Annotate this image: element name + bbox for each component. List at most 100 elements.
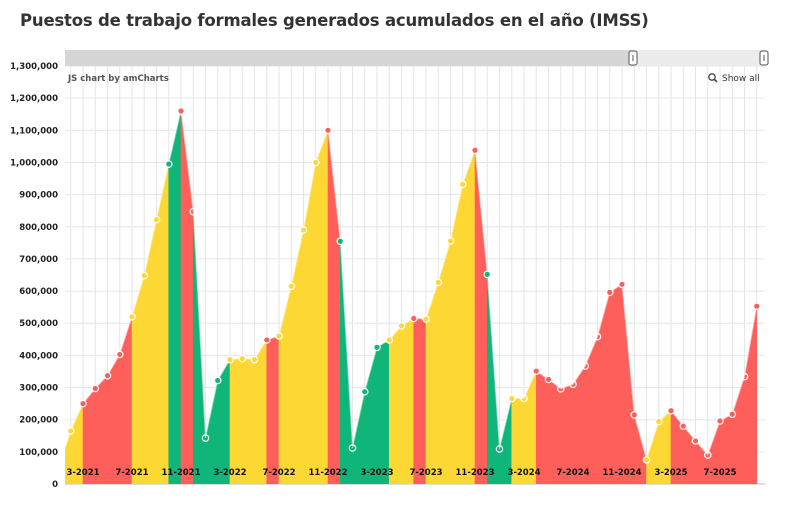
data-point[interactable] [103,371,112,380]
amcharts-credit[interactable]: JS chart by amCharts [67,74,169,84]
data-point[interactable] [630,411,639,419]
data-point[interactable] [434,278,443,287]
x-tick-label: 3-2025 [654,468,687,478]
x-axis: 3-2021 7-2021 11-2021 3-2022 7-2022 11-2022 3-… [66,468,736,478]
data-point[interactable] [177,107,185,115]
data-point[interactable] [642,456,651,464]
y-tick-label: 100,000 [19,448,58,458]
y-axis: 0 100,000 200,000 300,000 400,000 500,000 600,… [10,62,58,490]
area-segment [462,150,476,484]
x-tick-label: 11-2023 [455,468,494,478]
data-point[interactable] [740,372,749,381]
data-point[interactable] [250,355,259,364]
scrollbar-grip-right[interactable] [759,50,769,66]
data-point[interactable] [654,417,663,426]
area-segment [376,339,390,484]
area-segment [241,358,255,484]
x-tick-label: 7-2024 [556,468,589,478]
data-point[interactable] [446,237,455,245]
area-segment [584,336,598,484]
x-tick-label: 11-2024 [602,468,641,478]
data-point[interactable] [716,417,724,425]
area-segment [278,286,292,484]
data-point[interactable] [238,354,247,363]
scrollbar[interactable] [65,50,769,66]
x-tick-label: 3-2024 [507,468,540,478]
data-point[interactable] [495,445,504,453]
zoom-magnifier-icon[interactable] [708,73,718,83]
data-point[interactable] [115,350,124,359]
data-point[interactable] [55,465,61,471]
y-tick-label: 600,000 [19,287,58,297]
data-point[interactable] [336,237,345,246]
data-point[interactable] [164,160,173,168]
data-point[interactable] [458,180,467,189]
area-segment [180,110,194,484]
data-point[interactable] [91,384,100,393]
data-point[interactable] [128,312,136,321]
data-point[interactable] [299,226,308,234]
data-point[interactable] [201,434,210,442]
data-point[interactable] [544,375,553,384]
data-point[interactable] [422,315,430,323]
y-tick-label: 400,000 [19,351,58,361]
data-point[interactable] [471,146,479,155]
data-points [55,107,761,471]
data-point[interactable] [140,271,149,280]
data-point[interactable] [556,385,565,393]
x-tick-label: 11-2022 [308,468,347,478]
data-point[interactable] [348,444,357,452]
data-point[interactable] [569,380,577,389]
data-point[interactable] [213,376,222,385]
data-point[interactable] [532,367,541,375]
data-point[interactable] [581,362,590,370]
chart-title: Puestos de trabajo formales generados ac… [20,11,649,30]
data-point[interactable] [728,410,737,419]
data-point[interactable] [226,355,234,364]
data-point[interactable] [507,394,516,403]
area-segment [621,284,635,484]
data-point[interactable] [667,406,675,415]
data-point[interactable] [152,215,161,224]
data-point[interactable] [189,207,198,216]
show-all-label[interactable]: Show all [722,74,760,84]
data-point[interactable] [66,427,75,435]
x-tick-label: 3-2022 [213,468,246,478]
data-point[interactable] [324,126,332,135]
data-point[interactable] [605,288,614,297]
data-point[interactable] [679,422,688,430]
area-segment [290,229,304,484]
data-point[interactable] [275,332,283,340]
area-segment [119,316,133,484]
scrollbar-unselected[interactable] [65,50,633,66]
data-point[interactable] [262,336,271,344]
area-segment [597,292,611,484]
data-point[interactable] [593,332,602,341]
data-point[interactable] [703,451,712,459]
area-segment [131,275,145,484]
area-segment [413,318,427,484]
show-all-button[interactable]: Show all [708,73,760,84]
data-point[interactable] [360,387,369,396]
scrollbar-grip-left[interactable] [628,50,638,66]
x-tick-label: 3-2023 [360,468,393,478]
y-tick-label: 1,200,000 [10,94,58,104]
data-point[interactable] [79,399,87,408]
area-segment [474,150,488,484]
data-point[interactable] [373,343,381,352]
data-point[interactable] [397,322,406,330]
y-tick-label: 700,000 [19,255,58,265]
data-point[interactable] [691,437,700,445]
x-tick-label: 11-2021 [161,468,200,478]
data-point[interactable] [409,314,418,323]
data-point[interactable] [483,270,492,279]
y-tick-label: 300,000 [19,384,58,394]
data-point[interactable] [752,302,761,310]
data-point[interactable] [287,282,296,291]
data-point[interactable] [385,336,394,344]
area-segment [609,283,623,484]
data-point[interactable] [618,280,626,289]
data-point[interactable] [520,394,528,403]
area-segment [744,306,758,484]
data-point[interactable] [311,158,320,167]
